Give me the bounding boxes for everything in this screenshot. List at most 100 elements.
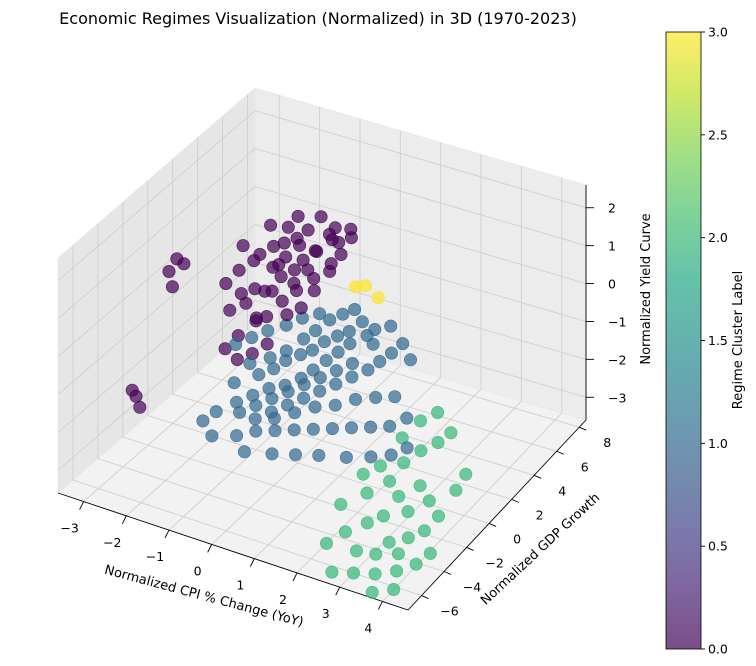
data-point-cluster-2 xyxy=(431,405,445,419)
data-point-cluster-2 xyxy=(444,426,458,440)
data-point-cluster-0 xyxy=(232,263,246,277)
data-point-cluster-2 xyxy=(382,535,396,549)
y-tick-mark xyxy=(579,426,587,431)
colorbar-label: Regime Cluster Label xyxy=(731,271,746,409)
data-point-cluster-1 xyxy=(287,423,301,437)
data-point-cluster-2 xyxy=(397,456,411,470)
data-point-cluster-0 xyxy=(177,257,191,271)
data-point-cluster-1 xyxy=(245,331,259,345)
data-point-cluster-2 xyxy=(319,536,333,550)
y-tick-mark xyxy=(421,595,429,599)
data-point-cluster-1 xyxy=(345,370,359,384)
data-point-cluster-1 xyxy=(305,343,319,357)
data-point-cluster-0 xyxy=(239,296,253,310)
x-tick-label: 2 xyxy=(279,592,287,607)
z-tick-label: −2 xyxy=(608,352,626,367)
data-point-cluster-2 xyxy=(431,435,445,449)
data-point-cluster-3 xyxy=(371,291,385,305)
data-point-cluster-1 xyxy=(319,353,333,367)
y-tick-label: −4 xyxy=(463,580,481,595)
colorbar-tick-label: 1.5 xyxy=(708,333,728,348)
data-point-cluster-0 xyxy=(265,284,279,298)
data-point-cluster-1 xyxy=(267,411,281,425)
scatter-points xyxy=(125,209,473,599)
data-point-cluster-1 xyxy=(396,337,410,351)
x-tick-label: −3 xyxy=(60,521,78,536)
data-point-cluster-1 xyxy=(342,324,356,338)
gridline-z xyxy=(57,299,587,471)
data-point-cluster-1 xyxy=(263,351,277,365)
z-tick-label: −3 xyxy=(608,390,626,405)
y-tick-mark xyxy=(533,474,542,479)
data-point-cluster-1 xyxy=(313,384,327,398)
data-point-cluster-2 xyxy=(365,585,379,599)
data-point-cluster-2 xyxy=(413,414,427,428)
data-point-cluster-1 xyxy=(400,441,414,455)
z-tick-label: 0 xyxy=(608,277,616,292)
data-point-cluster-0 xyxy=(314,210,328,224)
gridline-y xyxy=(147,180,490,524)
y-tick-mark xyxy=(488,523,497,527)
data-point-cluster-2 xyxy=(369,547,383,561)
colorbar-tick-label: 1.0 xyxy=(708,436,728,451)
x-tick-mark xyxy=(121,515,127,525)
z-axis-label: Normalized Yield Curve xyxy=(639,213,654,364)
data-point-cluster-1 xyxy=(384,448,398,462)
chart-title: Economic Regimes Visualization (Normaliz… xyxy=(59,9,577,28)
z-tick-label: −1 xyxy=(608,314,626,329)
data-point-cluster-1 xyxy=(388,390,402,404)
data-point-cluster-1 xyxy=(281,385,295,399)
gridline-x xyxy=(382,177,563,602)
gridline-z xyxy=(57,185,587,357)
y-tick-label: 8 xyxy=(603,435,611,450)
data-point-cluster-0 xyxy=(307,284,321,298)
data-point-cluster-1 xyxy=(294,348,308,362)
data-point-cluster-1 xyxy=(323,313,337,327)
data-point-cluster-2 xyxy=(373,459,387,473)
data-point-cluster-0 xyxy=(260,337,274,351)
data-point-cluster-0 xyxy=(230,352,244,366)
data-point-cluster-1 xyxy=(364,450,378,464)
data-point-cluster-2 xyxy=(409,557,423,571)
data-point-cluster-0 xyxy=(334,248,348,262)
x-tick-mark xyxy=(377,601,383,610)
colorbar: 0.0 0.5 1.0 1.5 2.0 2.5 3.0 Regime Cluster Lab… xyxy=(665,25,746,657)
data-point-cluster-1 xyxy=(336,307,350,321)
data-point-cluster-0 xyxy=(219,276,233,290)
data-point-cluster-2 xyxy=(368,567,382,581)
data-point-cluster-1 xyxy=(297,391,311,405)
data-point-cluster-0 xyxy=(275,294,289,308)
data-point-cluster-1 xyxy=(288,448,302,462)
x-axis-line xyxy=(57,492,409,611)
y-tick-label: 0 xyxy=(513,531,521,546)
data-point-cluster-1 xyxy=(237,445,251,459)
data-point-cluster-1 xyxy=(308,400,322,414)
colorbar-tick-label: 0.5 xyxy=(708,539,728,554)
data-point-cluster-1 xyxy=(248,412,262,426)
data-point-cluster-1 xyxy=(249,398,263,412)
data-point-cluster-0 xyxy=(310,245,324,259)
data-point-cluster-1 xyxy=(268,424,282,438)
data-point-cluster-1 xyxy=(233,405,247,419)
data-point-cluster-2 xyxy=(417,524,431,538)
axes-lines xyxy=(57,185,587,611)
data-point-cluster-0 xyxy=(281,220,295,234)
data-point-cluster-0 xyxy=(247,254,261,268)
z-tick-label: 2 xyxy=(608,201,616,216)
x-tick-label: −2 xyxy=(103,535,121,550)
data-point-cluster-1 xyxy=(265,391,279,405)
data-point-cluster-1 xyxy=(313,371,327,385)
data-point-cluster-0 xyxy=(291,209,305,223)
data-point-cluster-1 xyxy=(331,345,345,359)
data-point-cluster-1 xyxy=(384,319,398,333)
data-point-cluster-1 xyxy=(339,450,353,464)
data-point-cluster-1 xyxy=(348,302,362,316)
y-tick-mark xyxy=(511,498,519,503)
data-point-cluster-2 xyxy=(376,509,390,523)
data-point-cluster-2 xyxy=(392,489,406,503)
gridline-x xyxy=(253,142,442,559)
y-tick-label: −2 xyxy=(485,555,503,570)
data-point-cluster-2 xyxy=(325,565,339,579)
data-point-cluster-0 xyxy=(272,258,286,272)
